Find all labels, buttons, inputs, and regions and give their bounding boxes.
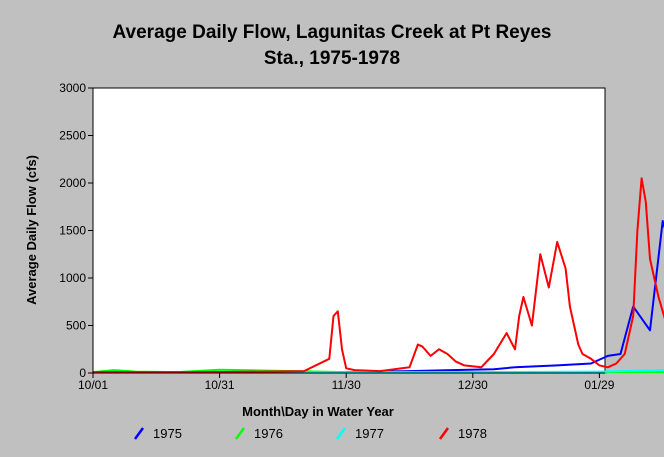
legend: 1975 1976 1977 1978 bbox=[133, 426, 487, 441]
y-tick-label: 500 bbox=[66, 319, 86, 333]
y-tick-label: 2500 bbox=[59, 129, 86, 143]
chart-title-line2: Sta., 1975-1978 bbox=[264, 48, 400, 69]
x-axis-label: Month\Day in Water Year bbox=[242, 404, 394, 419]
series-line-1975 bbox=[92, 220, 664, 374]
y-tick-label: 3000 bbox=[59, 81, 86, 95]
y-tick-label: 1000 bbox=[59, 271, 86, 285]
y-tick-label: 1500 bbox=[59, 224, 86, 238]
series-line-1978 bbox=[93, 177, 664, 374]
y-tick-label: 2000 bbox=[59, 176, 86, 190]
chart-title: Average Daily Flow, Lagunitas Creek at P… bbox=[113, 22, 552, 43]
legend-label-1976: 1976 bbox=[254, 426, 283, 441]
legend-swatch-1976 bbox=[234, 427, 246, 440]
y-axis-label: Average Daily Flow (cfs) bbox=[24, 155, 39, 305]
series-line-1977 bbox=[93, 369, 664, 374]
legend-swatch-1978 bbox=[438, 427, 450, 440]
series-layer bbox=[92, 177, 664, 374]
plot-area bbox=[92, 87, 606, 374]
x-tick-label: 11/30 bbox=[332, 378, 361, 392]
x-axis-ticks: 10/0110/3111/3012/3001/2902/2803/2904/28… bbox=[78, 373, 615, 392]
legend-label-1975: 1975 bbox=[153, 426, 182, 441]
x-tick-label: 10/01 bbox=[78, 378, 108, 392]
x-tick-label: 12/30 bbox=[458, 378, 488, 392]
legend-label-1977: 1977 bbox=[355, 426, 384, 441]
legend-swatch-1975 bbox=[133, 427, 145, 440]
y-axis-ticks: 0 500 1000 1500 2000 2500 3000 bbox=[59, 81, 93, 380]
x-tick-label: 01/29 bbox=[584, 378, 614, 392]
x-tick-label: 10/31 bbox=[205, 378, 235, 392]
legend-label-1978: 1978 bbox=[458, 426, 487, 441]
legend-swatch-1977 bbox=[335, 427, 347, 440]
y-tick-label: 0 bbox=[79, 366, 86, 380]
